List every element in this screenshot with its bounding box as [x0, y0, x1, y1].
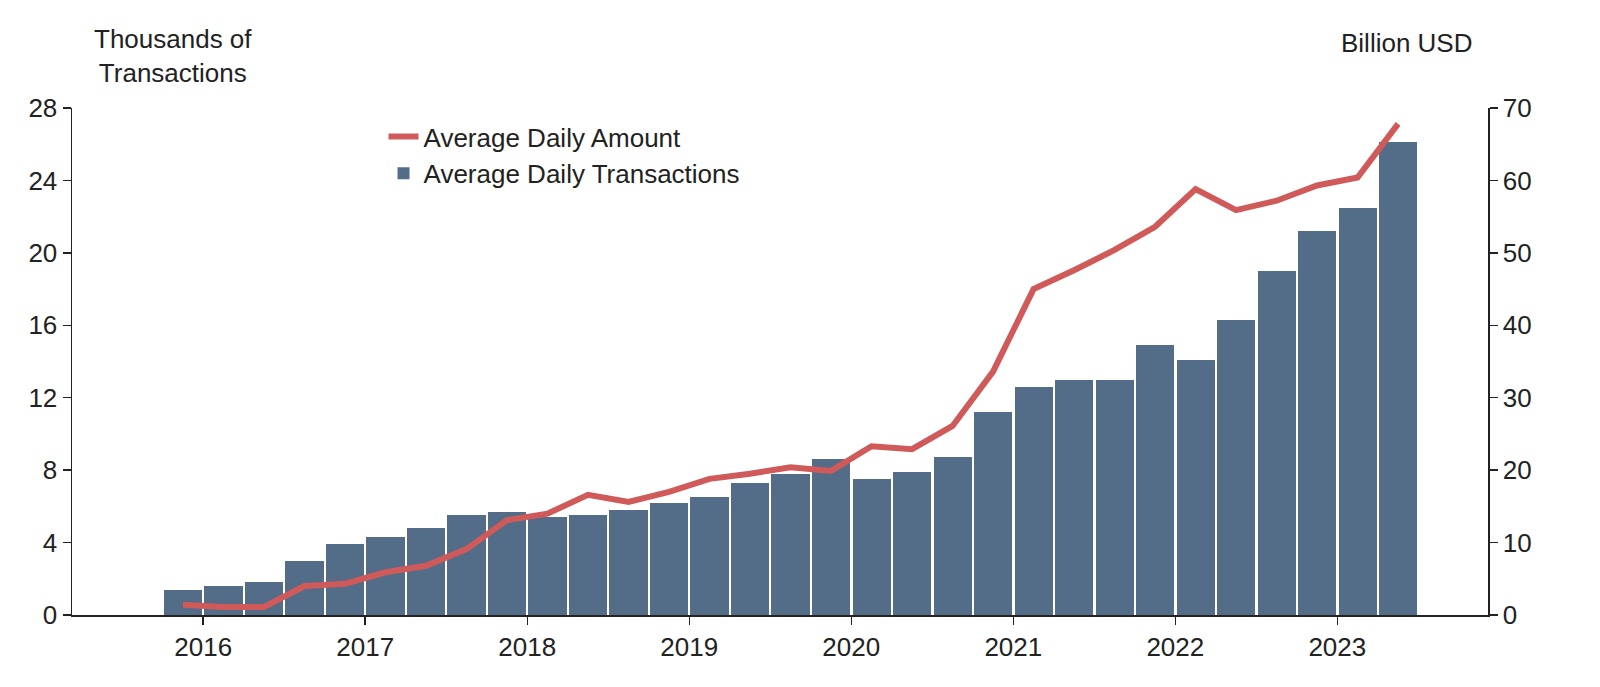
svg-text:30: 30 — [1503, 383, 1532, 413]
svg-text:Thousands ofTransactions: Thousands ofTransactions — [94, 24, 252, 88]
svg-text:24: 24 — [28, 166, 57, 196]
svg-text:0: 0 — [1503, 600, 1517, 630]
svg-text:2020: 2020 — [822, 632, 880, 662]
svg-text:2017: 2017 — [336, 632, 394, 662]
svg-text:28: 28 — [28, 93, 57, 123]
svg-text:2022: 2022 — [1146, 632, 1204, 662]
svg-text:2016: 2016 — [174, 632, 232, 662]
svg-text:Average Daily Amount: Average Daily Amount — [424, 123, 682, 153]
svg-text:2018: 2018 — [498, 632, 556, 662]
svg-text:16: 16 — [28, 310, 57, 340]
svg-text:12: 12 — [28, 383, 57, 413]
svg-text:0: 0 — [43, 600, 57, 630]
svg-text:Billion USD: Billion USD — [1341, 28, 1473, 58]
svg-text:Average Daily Transactions: Average Daily Transactions — [424, 159, 740, 189]
svg-text:60: 60 — [1503, 166, 1532, 196]
svg-text:4: 4 — [43, 528, 57, 558]
svg-text:70: 70 — [1503, 93, 1532, 123]
svg-text:50: 50 — [1503, 238, 1532, 268]
svg-text:10: 10 — [1503, 528, 1532, 558]
svg-text:2019: 2019 — [660, 632, 718, 662]
svg-text:2023: 2023 — [1308, 632, 1366, 662]
svg-text:8: 8 — [43, 455, 57, 485]
svg-text:20: 20 — [28, 238, 57, 268]
svg-text:2021: 2021 — [984, 632, 1042, 662]
svg-text:40: 40 — [1503, 310, 1532, 340]
svg-text:20: 20 — [1503, 455, 1532, 485]
